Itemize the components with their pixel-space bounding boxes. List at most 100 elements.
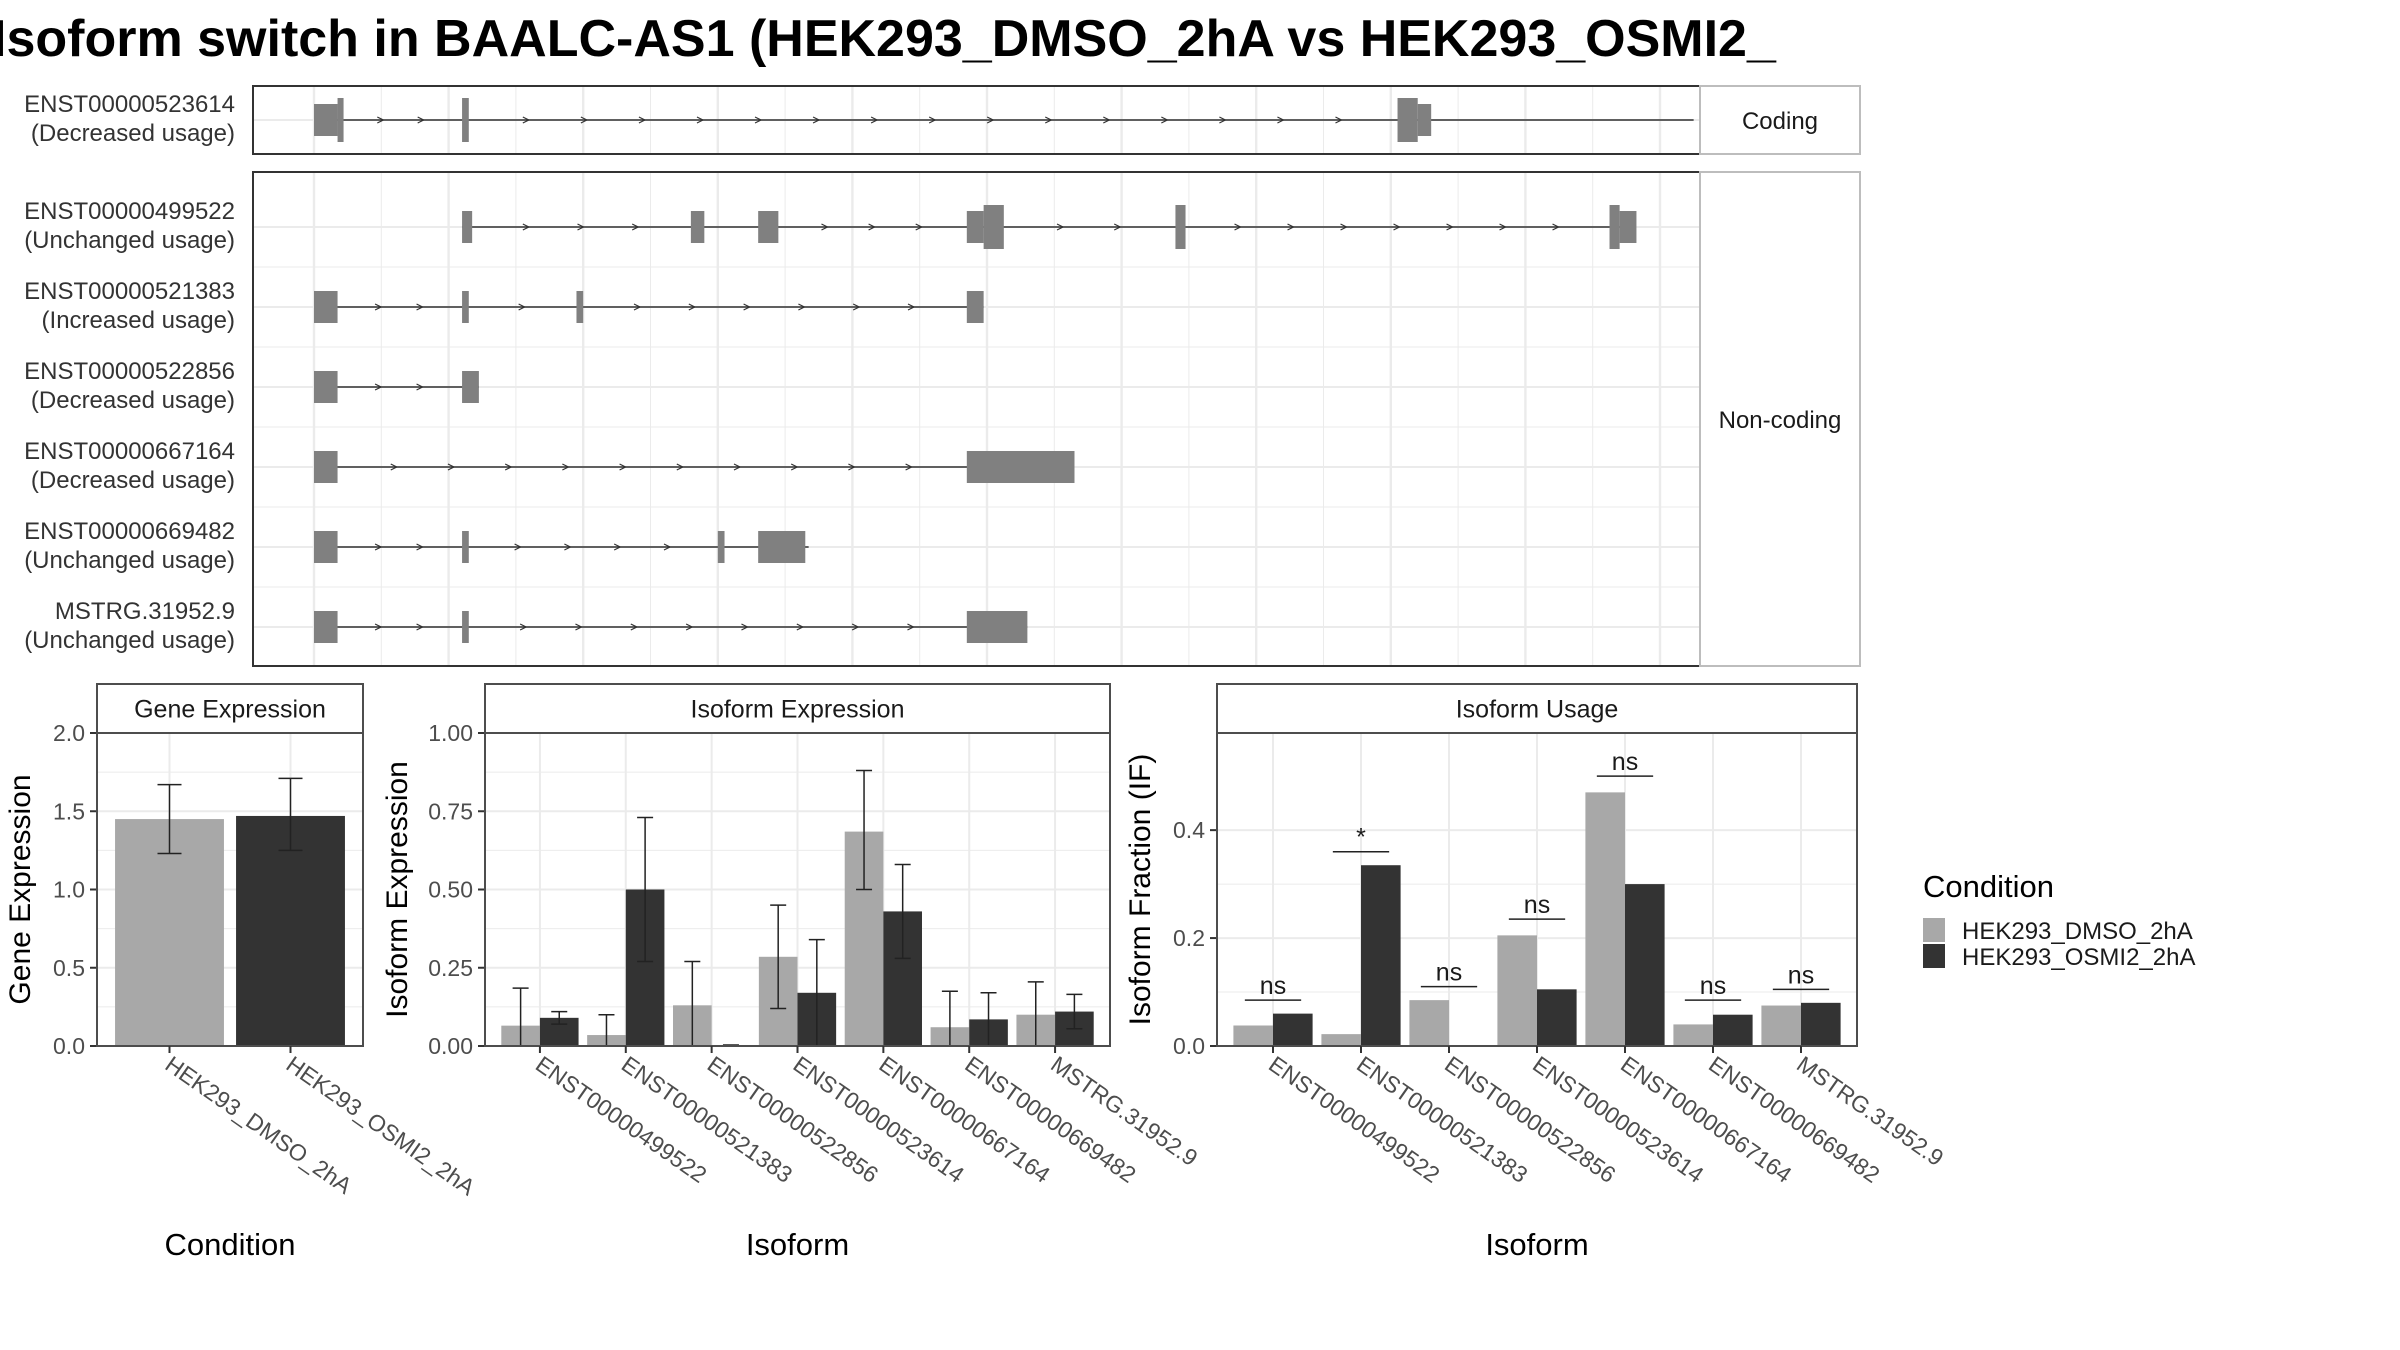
strand-arrow [1234,223,1242,231]
strand-arrow [870,116,879,124]
strand-arrow [564,543,572,551]
strand-arrow [1335,116,1343,124]
exon-block [758,531,806,563]
strand-arrow [575,623,583,631]
strand-arrow [504,463,513,471]
exon-block [337,98,344,142]
strand-arrow [907,303,916,311]
strand-arrow [374,303,383,311]
strand-arrow [633,303,642,311]
transcript-box-bg [253,172,1700,666]
strand-arrow [390,463,399,471]
exon-block [314,611,338,643]
facet-strip-label: Non-coding [1719,407,1842,434]
x-axis-label: Isoform [1485,1227,1588,1262]
exon-block [1175,205,1186,249]
exon-block [462,98,469,142]
exon-block [717,531,725,563]
transcript-row: MSTRG.31952.9(Unchanged usage) [24,598,1028,654]
transcript-id-label: ENST00000523614 [24,91,235,118]
significance-label: ns [1700,972,1726,1000]
strand-arrow [416,623,424,631]
bar [1409,1000,1449,1046]
transcript-usage-label: (Unchanged usage) [24,547,235,574]
panel-title: Gene Expression [134,696,326,724]
bar [1233,1025,1273,1046]
strand-arrow [374,383,383,391]
exon-block [462,291,469,323]
strand-arrow [1277,116,1285,124]
panel-strip [1216,683,1858,734]
transcript-row: ENST00000521383(Increased usage) [24,278,984,334]
panel-strip [484,683,1111,734]
bar [1761,1005,1801,1046]
exon-block [983,205,1004,249]
bar [1273,1013,1313,1046]
strand-arrow [519,623,528,631]
strand-arrow [907,623,915,631]
strand-arrow [522,116,531,124]
significance-label: * [1356,824,1366,852]
transcript-id-label: ENST00000669482 [24,518,235,545]
significance-label: ns [1260,972,1286,1000]
bar [1625,884,1665,1046]
legend-label: HEK293_DMSO_2hA [1962,918,2193,945]
y-axis-label: Isoform Expression [381,761,414,1018]
strand-arrow [1113,223,1122,231]
exon-block [690,211,705,243]
strand-arrow [685,623,694,631]
y-tick-label: 0.50 [428,877,473,903]
strand-arrow [905,463,913,471]
strand-arrow [374,543,383,551]
facet-strip [1699,85,1861,155]
strand-arrow [915,223,924,231]
transcript-id-label: ENST00000499522 [24,198,235,225]
transcript-usage-label: (Unchanged usage) [24,227,235,254]
exon-block [966,451,1075,483]
significance-label: ns [1612,748,1638,776]
bar [1537,989,1577,1046]
exon-block [966,291,984,323]
strand-arrow [1552,223,1560,231]
strand-arrow [631,223,640,231]
strand-arrow [796,623,805,631]
strand-arrow [416,383,424,391]
y-tick-label: 0.0 [53,1033,85,1059]
transcript-row: ENST00000499522(Unchanged usage) [24,198,1637,254]
y-tick-label: 0.5 [53,955,85,981]
strand-arrow [1499,223,1507,231]
strand-arrow [676,463,685,471]
strand-arrow [522,223,531,231]
exon-block [966,611,1028,643]
y-axis-label: Isoform Fraction (IF) [1124,754,1157,1026]
transcript-row: ENST00000522856(Decreased usage) [24,358,479,414]
strand-arrow [986,116,995,124]
panel-strip [96,683,364,734]
strand-arrow [663,543,672,551]
facet-strip [1699,171,1861,667]
exon-block [1619,211,1637,243]
facet-strip-label: Coding [1742,108,1818,135]
strand-arrow [852,303,861,311]
strand-arrow [416,303,424,311]
strand-arrow [638,116,647,124]
strand-arrow [928,116,937,124]
strand-arrow [733,463,742,471]
x-tick-label: MSTRG.31952.9 [1046,1051,1202,1171]
transcript-usage-label: (Decreased usage) [31,467,235,494]
exon-block [314,531,338,563]
exon-block [314,104,338,136]
strand-arrow [514,543,522,551]
exon-block [462,611,469,643]
strand-arrow [619,463,627,471]
bar [1585,792,1625,1046]
bar [1801,1002,1841,1046]
panel-title: Isoform Usage [1456,696,1619,724]
strand-arrow [580,116,589,124]
transcript-id-label: ENST00000521383 [24,278,235,305]
strand-arrow [630,623,639,631]
strand-arrow [1056,223,1065,231]
exon-block [314,291,338,323]
